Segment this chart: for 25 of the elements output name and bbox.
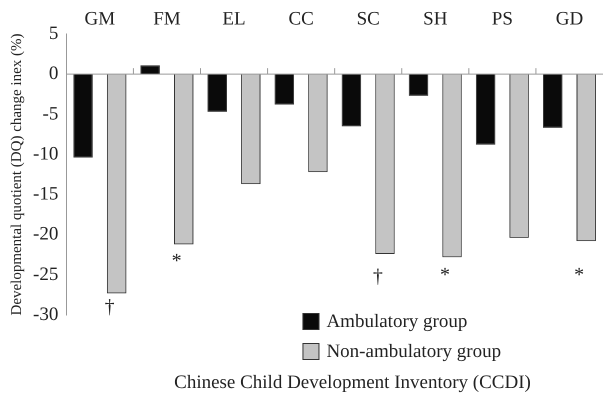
annotation: † — [104, 296, 115, 318]
x-axis-title: Chinese Child Development Inventory (CCDI) — [173, 372, 532, 394]
legend-label: Ambulatory group — [326, 310, 468, 332]
y-axis-title: Developmental quotient (DQ) change inex (%) — [8, 34, 25, 316]
x-tick-label: GM — [84, 8, 116, 30]
x-tick-label: CC — [288, 8, 314, 30]
annotation: * — [172, 250, 182, 272]
x-tick-label: FM — [153, 8, 181, 30]
x-tick-label: SH — [423, 8, 448, 30]
x-tick-label: EL — [222, 8, 246, 30]
legend-label: Non-ambulatory group — [326, 340, 502, 362]
annotation: * — [440, 264, 450, 286]
annotation: † — [372, 265, 383, 288]
y-tick-label: 5 — [48, 22, 58, 44]
x-tick-label: PS — [492, 8, 513, 30]
y-tick-label: -30 — [33, 304, 58, 325]
y-tick-label: -25 — [33, 264, 58, 285]
annotation: * — [574, 264, 584, 286]
y-tick-label: -10 — [33, 143, 58, 164]
y-tick-label: -5 — [42, 103, 58, 124]
y-tick-label: 0 — [48, 63, 58, 84]
y-tick-label: -15 — [33, 184, 58, 205]
x-tick-label: GD — [556, 8, 584, 30]
y-tick-label: -20 — [33, 224, 58, 245]
x-tick-label: SC — [356, 8, 380, 30]
